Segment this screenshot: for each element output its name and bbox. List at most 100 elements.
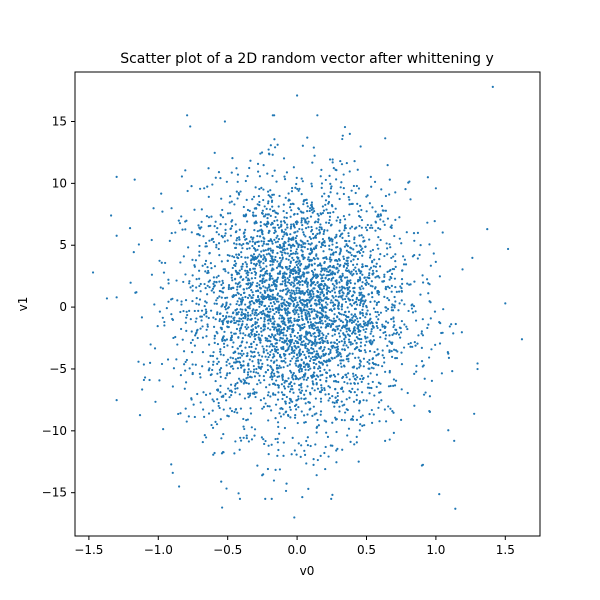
scatter-point — [273, 326, 276, 329]
scatter-point — [163, 324, 166, 327]
scatter-point — [256, 248, 259, 251]
scatter-point — [271, 305, 274, 308]
scatter-point — [349, 303, 352, 306]
scatter-point — [194, 334, 197, 337]
scatter-point — [246, 311, 250, 314]
scatter-point — [310, 347, 313, 350]
scatter-point — [373, 180, 377, 183]
scatter-point — [203, 313, 206, 316]
scatter-point — [284, 400, 287, 403]
scatter-point — [280, 308, 283, 312]
scatter-point — [289, 246, 293, 249]
scatter-point — [255, 285, 259, 288]
scatter-point — [413, 372, 416, 376]
scatter-point — [303, 256, 306, 259]
scatter-point — [292, 285, 295, 288]
scatter-point — [150, 238, 153, 242]
scatter-point — [312, 271, 315, 274]
scatter-point — [276, 421, 280, 424]
scatter-point — [323, 388, 326, 392]
scatter-point — [246, 269, 249, 273]
scatter-point — [361, 424, 364, 427]
scatter-point — [280, 317, 283, 320]
scatter-point — [259, 221, 262, 224]
scatter-point — [332, 380, 336, 383]
scatter-point — [271, 174, 274, 178]
scatter-point — [268, 253, 271, 256]
scatter-point — [277, 391, 280, 394]
scatter-point — [309, 357, 312, 360]
scatter-point — [221, 279, 224, 283]
scatter-point — [226, 358, 230, 361]
scatter-point — [316, 281, 319, 284]
scatter-point — [238, 297, 241, 300]
scatter-point — [230, 409, 234, 413]
scatter-point — [421, 334, 425, 337]
scatter-point — [310, 311, 313, 314]
scatter-point — [359, 316, 362, 320]
scatter-point — [252, 195, 256, 198]
scatter-point — [252, 262, 256, 266]
scatter-point — [379, 253, 382, 256]
scatter-point — [335, 430, 338, 434]
scatter-point — [338, 290, 341, 293]
scatter-point — [234, 358, 237, 361]
scatter-point — [236, 367, 240, 370]
scatter-point — [271, 277, 274, 280]
scatter-point — [327, 221, 331, 225]
scatter-point — [199, 315, 202, 318]
scatter-point — [249, 285, 252, 289]
scatter-point — [331, 161, 334, 164]
scatter-point — [346, 291, 350, 294]
scatter-point — [344, 300, 348, 304]
scatter-point — [303, 242, 306, 245]
scatter-point — [320, 280, 324, 283]
scatter-point — [265, 243, 268, 246]
scatter-point — [262, 164, 265, 167]
scatter-point — [246, 318, 249, 321]
scatter-point — [318, 228, 321, 232]
scatter-point — [367, 320, 370, 323]
scatter-point — [473, 412, 476, 415]
scatter-point — [300, 315, 303, 318]
scatter-point — [269, 320, 272, 323]
scatter-point — [333, 313, 336, 316]
scatter-point — [343, 245, 346, 248]
scatter-point — [217, 170, 221, 174]
scatter-point — [328, 258, 331, 261]
scatter-point — [341, 298, 344, 301]
scatter-point — [272, 268, 275, 271]
scatter-point — [163, 320, 166, 324]
scatter-point — [358, 291, 361, 295]
scatter-point — [395, 332, 398, 335]
scatter-point — [337, 307, 340, 310]
scatter-point — [410, 303, 414, 306]
scatter-point — [309, 237, 313, 240]
scatter-point — [308, 318, 312, 321]
scatter-point — [346, 434, 349, 437]
scatter-point — [322, 353, 325, 357]
scatter-point — [395, 328, 398, 331]
scatter-point — [433, 310, 437, 313]
scatter-point — [306, 281, 310, 284]
scatter-point — [358, 366, 361, 369]
scatter-point — [380, 399, 383, 402]
scatter-point — [313, 342, 316, 345]
scatter-point — [161, 287, 165, 290]
y-tick-label: −5 — [49, 362, 67, 376]
scatter-point — [220, 260, 223, 263]
scatter-point — [160, 192, 163, 195]
scatter-point — [341, 376, 344, 380]
scatter-point — [279, 407, 282, 410]
scatter-point — [305, 277, 308, 280]
scatter-point — [217, 360, 220, 363]
scatter-point — [362, 376, 365, 380]
scatter-point — [312, 348, 315, 351]
scatter-point — [262, 295, 265, 298]
scatter-point — [307, 355, 311, 358]
scatter-point — [279, 289, 282, 292]
scatter-point — [251, 360, 254, 363]
scatter-point — [299, 365, 302, 368]
scatter-point — [354, 378, 357, 381]
scatter-point — [264, 304, 267, 307]
